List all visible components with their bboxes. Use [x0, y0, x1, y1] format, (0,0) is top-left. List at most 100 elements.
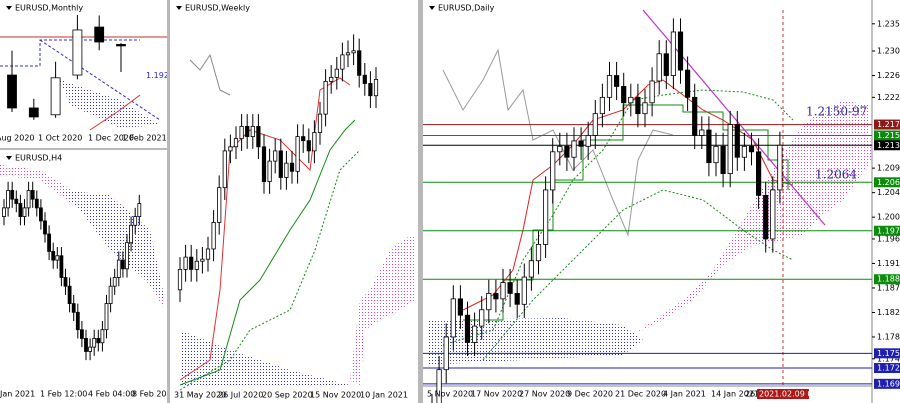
candle-body — [14, 198, 19, 204]
candle-body — [133, 216, 138, 226]
candle-body — [177, 269, 183, 291]
candle-body — [273, 150, 278, 162]
candle-body — [635, 96, 641, 115]
candle-body — [55, 255, 60, 261]
menu-icon — [176, 6, 182, 10]
candle-body — [317, 113, 323, 133]
candle-body — [656, 53, 662, 82]
candle-body — [183, 256, 188, 270]
x-tick-label: 5 Nov 2020 — [427, 390, 473, 399]
candle-body — [189, 256, 194, 270]
candle-body — [606, 75, 613, 98]
candle-body — [92, 338, 97, 348]
candle-body — [628, 96, 634, 104]
candle-body — [621, 86, 627, 104]
price-box — [874, 177, 900, 188]
x-tick-label: 4 Jan 2021 — [663, 390, 706, 399]
candle-body — [351, 50, 356, 54]
annotation: 1.2150-97 — [806, 105, 867, 119]
indicator — [482, 189, 794, 361]
panel-title: EURUSD,Weekly — [185, 4, 250, 13]
candle-body — [550, 151, 556, 191]
panel-title: EURUSD,Monthly — [15, 4, 83, 13]
x-tick-label: 1 Oct 2020 — [38, 134, 82, 143]
candle-body — [6, 190, 10, 209]
candle-body — [777, 144, 783, 191]
x-tick-label: 8 Feb 20:00 — [132, 390, 167, 399]
price-label: 1.1975 — [877, 226, 900, 235]
candle-body — [267, 160, 272, 182]
y-tick-label: 1.1825 — [877, 308, 900, 317]
candle-body — [129, 224, 134, 244]
candle-body — [125, 242, 129, 270]
candle-body — [323, 81, 328, 115]
candle-body — [699, 129, 705, 136]
candle-body — [222, 150, 227, 189]
x-tick-label: 9 Dec 2020 — [567, 390, 613, 399]
candle-body — [599, 96, 605, 115]
candle-body — [121, 259, 125, 270]
x-tick-label: 21 Dec 2020 — [615, 390, 666, 399]
price-label: 1.2064 — [877, 178, 900, 187]
candle-body — [472, 325, 478, 343]
daily-panel: 1.2150-97 1.2064 EURUSD,Daily 1.2355 1.23… — [423, 0, 900, 403]
price-label: 1.1694 — [877, 379, 900, 388]
candle-body — [706, 129, 712, 164]
candle-body — [96, 338, 101, 344]
candle-body — [642, 102, 648, 115]
candle-body — [112, 277, 117, 287]
candle-body — [564, 145, 570, 158]
candle-body — [116, 44, 126, 47]
cloud — [180, 330, 350, 385]
candle-body — [464, 314, 471, 343]
price-box — [874, 348, 900, 359]
annotation: 1.2064 — [815, 168, 857, 182]
indicator — [89, 94, 141, 131]
candle-body — [741, 145, 748, 158]
candle-body — [30, 190, 35, 200]
candle-body — [345, 52, 351, 56]
candle-body — [67, 285, 72, 305]
candle-body — [362, 74, 367, 84]
candle-body — [94, 26, 105, 43]
candle-body — [521, 276, 527, 305]
candle-body — [205, 248, 211, 260]
candle-body — [763, 194, 769, 240]
candle-body — [245, 125, 250, 137]
candle-body — [34, 198, 39, 209]
x-tick-label: Aug 2020 — [0, 134, 35, 143]
candle-body — [108, 285, 113, 305]
candle-body — [295, 136, 300, 172]
candle-body — [59, 255, 64, 278]
candle-body — [443, 336, 449, 371]
candle-body — [507, 282, 513, 294]
candle-body — [116, 259, 121, 278]
price-label: 1.1886 — [877, 275, 900, 284]
indicator — [179, 119, 356, 386]
candle-body — [250, 125, 255, 137]
price-label: 1.2170 — [877, 120, 900, 129]
price-label: 1.1750 — [877, 349, 900, 358]
candle-body — [306, 140, 311, 152]
candle-body — [585, 135, 591, 147]
candle-body — [75, 311, 80, 331]
candle-body — [368, 83, 373, 97]
candle-body — [50, 77, 61, 116]
candle-body — [677, 31, 684, 71]
x-tick-label: 27 Nov 2020 — [519, 390, 570, 399]
trend-line — [642, 9, 826, 226]
x-tick-label: 10 Jan 2021 — [360, 391, 408, 400]
candle-body — [228, 146, 233, 152]
candle-body — [7, 74, 17, 109]
candle-body — [312, 132, 317, 152]
panel-title: EURUSD,H4 — [15, 154, 62, 163]
x-tick-label: 4 Feb 04:00 — [88, 390, 135, 399]
y-tick-label: 1.1740 — [877, 354, 900, 363]
y-tick-label: 1.2045 — [877, 188, 900, 197]
candle-body — [233, 138, 239, 148]
candle-body — [373, 78, 379, 97]
candle-body — [239, 125, 244, 140]
candle-body — [278, 150, 283, 178]
